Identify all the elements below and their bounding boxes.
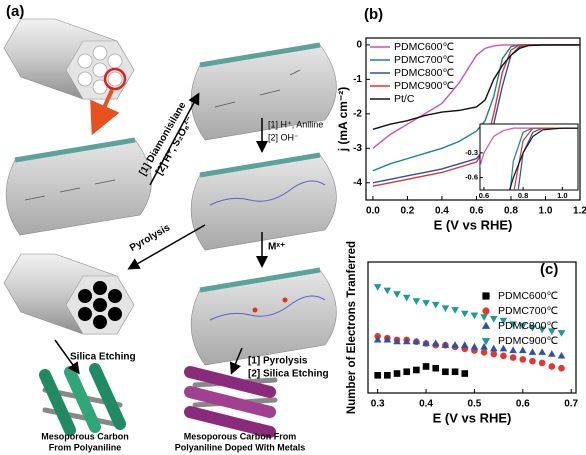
x-tick-label: 0.4 [419,399,433,410]
marker [423,363,430,370]
y-tick-label: -1 [353,74,362,85]
marker [461,370,468,377]
legend-label: Pt/C [394,93,415,105]
x-axis-label: E (V vs RHE) [433,410,512,425]
marker [539,360,546,367]
y-axis-label: j (mA cm⁻²) [336,87,350,153]
marker [442,368,449,375]
step-label: [2] Silica Etching [248,369,329,380]
legend-marker [482,307,489,314]
legend-label: PDMC900℃ [394,80,454,92]
step-label: [1] Pyrolysis [248,356,308,367]
panel-label: (c) [540,261,558,278]
panel-label: (b) [364,6,383,23]
inset-x-tick-label: 0.8 [518,191,528,200]
marker [403,368,410,375]
legend-label: PDMC800℃ [498,320,558,332]
inset-y-tick-label: -0.6 [465,173,478,182]
marker [500,353,507,360]
step-label: [1] H⁺, Aniline [268,119,323,129]
x-tick-label: 0.0 [366,206,380,217]
marker [432,365,439,372]
marker [481,349,488,356]
marker [413,367,420,374]
inset-x-tick-label: 1.0 [557,191,567,200]
figure: (a) [1] Diamonisilane [2] H⁺, S₂O₈²⁻ [1]… [0,0,586,455]
legend-label: PDMC700℃ [498,305,558,317]
marker [394,370,401,377]
x-tick-label: 1.0 [539,206,553,217]
x-tick-label: 0.6 [469,206,483,217]
x-tick-label: 1.2 [573,206,586,217]
x-tick-label: 0.3 [371,399,385,410]
marker [558,365,565,372]
x-tick-label: 0.7 [564,399,578,410]
marker [384,372,391,379]
x-axis-label: E (V vs RHE) [434,217,513,232]
legend-label: PDMC600℃ [498,290,558,302]
product-label: Mesoporous Carbon From [184,431,297,441]
y-axis-label: Number of Electrons Tranferred [346,241,358,414]
step-label: [2] OH⁻ [268,132,299,142]
step-label: Silica Etching [70,352,136,363]
y-tick-label: 0 [356,40,362,51]
legend-label: PDMC800℃ [394,67,454,79]
x-tick-label: 0.6 [516,399,530,410]
y-tick-label: -2 [353,108,362,119]
legend-marker [482,292,489,299]
marker [490,351,497,358]
marker [374,372,381,379]
legend-label: PDMC900℃ [498,335,558,347]
x-tick-label: 0.5 [467,399,481,410]
product-label: Mesoporous Carbon [41,431,129,441]
marker [519,356,526,363]
x-tick-label: 0.8 [504,206,518,217]
y-tick-label: -3 [353,143,362,154]
inset-x-tick-label: 0.6 [479,191,489,200]
panel-label: (a) [6,3,24,20]
legend-label: PDMC700℃ [394,54,454,66]
x-tick-label: 0.4 [435,206,449,217]
marker [549,363,556,370]
inset-y-tick-label: -0.3 [465,148,478,157]
y-tick-label: -4 [353,177,362,188]
product-label: From Polyaniline [49,442,122,452]
step-label: Mˣ⁺ [268,242,285,253]
product-label: Polyaniline Doped With Metals [175,442,305,452]
marker [529,358,536,365]
legend-label: PDMC600℃ [394,41,454,53]
x-tick-label: 0.2 [400,206,414,217]
marker [510,354,517,361]
marker [452,368,459,375]
